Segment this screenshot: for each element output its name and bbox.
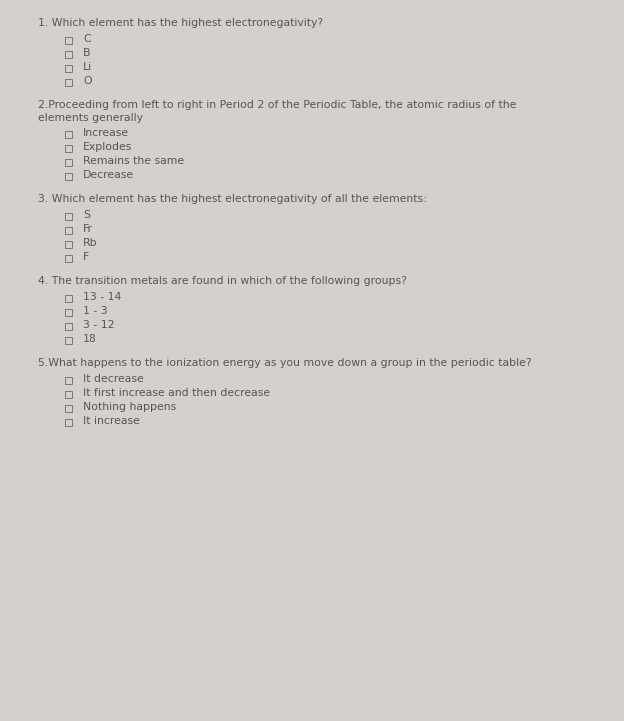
Bar [65, 159, 72, 166]
Text: S: S [83, 210, 90, 220]
Bar [65, 309, 72, 316]
Text: 2.Proceeding from left to right in Period 2 of the Periodic Table, the atomic ra: 2.Proceeding from left to right in Perio… [38, 100, 517, 110]
Text: O: O [83, 76, 92, 86]
Bar [65, 419, 72, 426]
Text: 18: 18 [83, 334, 97, 344]
Bar [65, 227, 72, 234]
Bar [65, 173, 72, 180]
Text: 3 - 12: 3 - 12 [83, 320, 114, 330]
Text: Li: Li [83, 62, 92, 72]
Text: 4. The transition metals are found in which of the following groups?: 4. The transition metals are found in wh… [38, 276, 407, 286]
Bar [65, 50, 72, 58]
Bar [65, 323, 72, 329]
Bar [65, 131, 72, 138]
Text: Remains the same: Remains the same [83, 156, 184, 166]
Text: 5.What happens to the ionization energy as you move down a group in the periodic: 5.What happens to the ionization energy … [38, 358, 532, 368]
Bar [65, 79, 72, 86]
Bar [65, 377, 72, 384]
Bar [65, 337, 72, 344]
Bar [65, 295, 72, 302]
Text: Nothing happens: Nothing happens [83, 402, 176, 412]
Text: F: F [83, 252, 89, 262]
Bar [65, 213, 72, 220]
Text: It decrease: It decrease [83, 374, 144, 384]
Text: 13 - 14: 13 - 14 [83, 292, 122, 302]
Text: 1. Which element has the highest electronegativity?: 1. Which element has the highest electro… [38, 18, 323, 28]
Text: Explodes: Explodes [83, 142, 132, 152]
Text: C: C [83, 34, 90, 44]
Text: elements generally: elements generally [38, 113, 143, 123]
Text: Fr: Fr [83, 224, 93, 234]
Bar [65, 404, 72, 412]
Bar [65, 255, 72, 262]
Text: B: B [83, 48, 90, 58]
Bar [65, 241, 72, 248]
Text: It increase: It increase [83, 416, 140, 426]
Bar [65, 391, 72, 398]
Bar [65, 37, 72, 44]
Bar [65, 145, 72, 152]
Text: Rb: Rb [83, 238, 97, 248]
Text: 3. Which element has the highest electronegativity of all the elements:: 3. Which element has the highest electro… [38, 194, 427, 204]
Bar [65, 65, 72, 72]
Text: 1 - 3: 1 - 3 [83, 306, 107, 316]
Text: It first increase and then decrease: It first increase and then decrease [83, 388, 270, 398]
Text: Increase: Increase [83, 128, 129, 138]
Text: Decrease: Decrease [83, 170, 134, 180]
